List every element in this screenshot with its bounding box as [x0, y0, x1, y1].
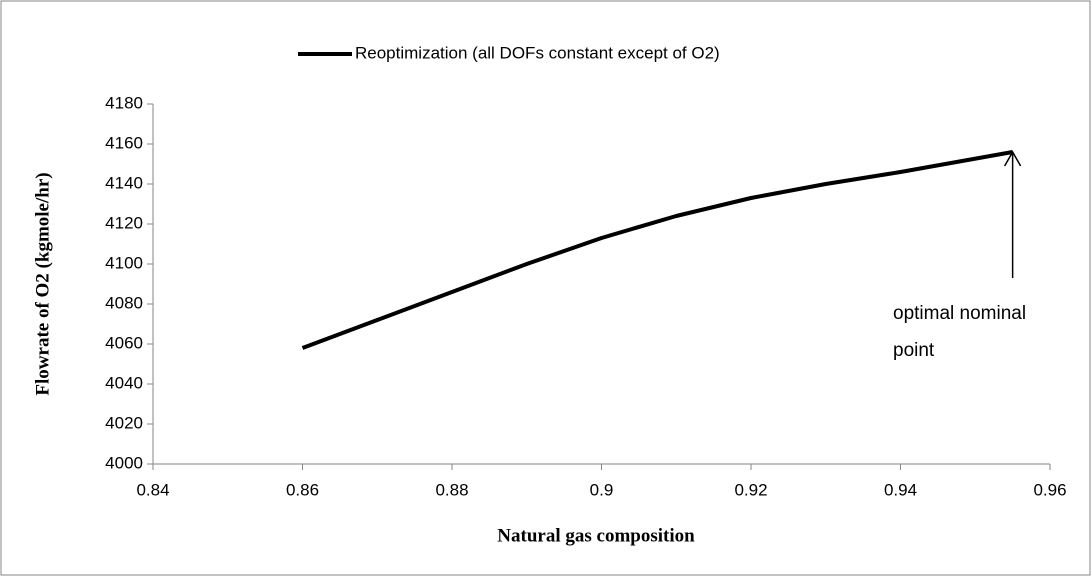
- data-line: [301, 150, 1013, 350]
- y-tick-label: 4040: [105, 373, 143, 392]
- x-tick-label: 0.96: [1033, 480, 1066, 499]
- y-axis-title: Flowrate of O2 (kgmole/hr): [32, 172, 53, 395]
- y-tick-label: 4000: [105, 453, 143, 472]
- x-axis-title: Natural gas composition: [497, 525, 695, 546]
- x-tick-label: 0.88: [435, 480, 468, 499]
- annotation-arrowhead: [1003, 150, 1022, 167]
- y-tick-label: 4060: [105, 333, 143, 352]
- annotation-text: point: [893, 340, 935, 361]
- x-tick-label: 0.92: [734, 480, 767, 499]
- x-tick-label: 0.84: [136, 480, 169, 499]
- y-tick-label: 4080: [105, 293, 143, 312]
- y-tick-label: 4020: [105, 413, 143, 432]
- y-tick-label: 4120: [105, 213, 143, 232]
- x-tick-label: 0.9: [590, 480, 614, 499]
- legend-label: Reoptimization (all DOFs constant except…: [355, 43, 720, 62]
- y-tick-label: 4180: [105, 93, 143, 112]
- x-tick-label: 0.86: [286, 480, 319, 499]
- y-tick-label: 4160: [105, 133, 143, 152]
- y-tick-label: 4100: [105, 253, 143, 272]
- annotation-text: optimal nominal: [893, 303, 1026, 324]
- x-tick-label: 0.94: [884, 480, 917, 499]
- y-tick-label: 4140: [105, 173, 143, 192]
